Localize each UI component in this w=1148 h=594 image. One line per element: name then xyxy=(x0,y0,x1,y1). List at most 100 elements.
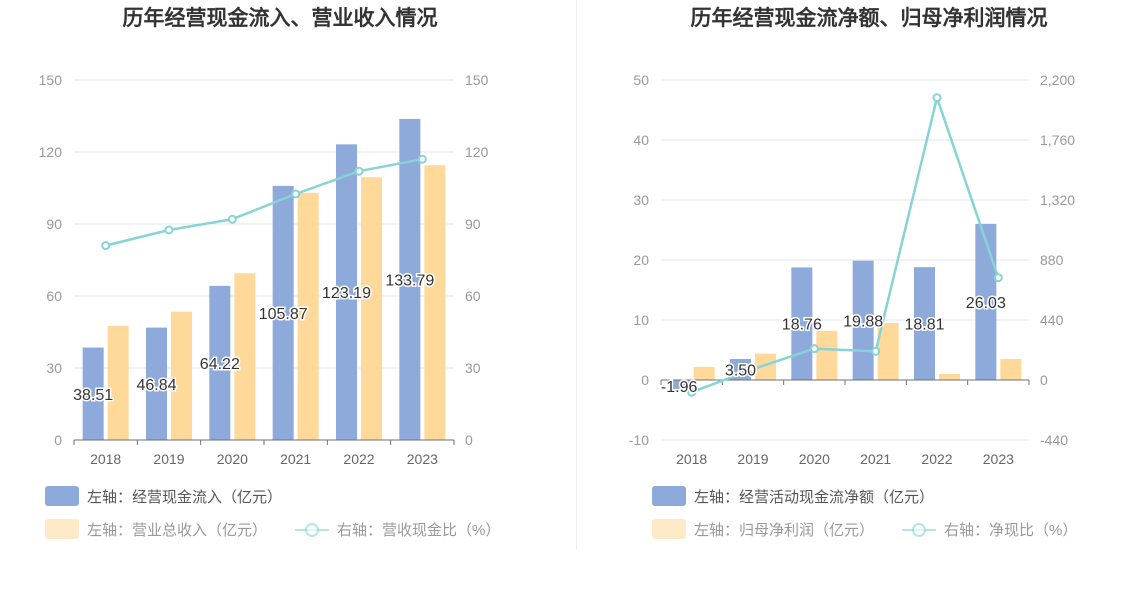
x-axis-tick-label: 2018 xyxy=(676,451,707,467)
bar-data-label: 105.87 xyxy=(259,306,308,323)
bar-data-label: 18.76 xyxy=(782,317,822,334)
line-point xyxy=(993,273,1003,283)
legend-label-primary: 左轴：经营活动现金流净额（亿元） xyxy=(694,489,934,506)
chart-net-cash-net-profit: 历年经营现金流净额、归母净利润情况 -10 0 10 20 30 40 50 -440 0 440 8… xyxy=(629,6,1077,539)
bar-data-label: 46.84 xyxy=(136,377,176,394)
panel-divider xyxy=(576,0,577,550)
line-point xyxy=(417,154,427,164)
left-axis-tick-label: 90 xyxy=(46,216,62,232)
x-axis-tick-label: 2022 xyxy=(921,451,952,467)
left-axis-tick-label: 0 xyxy=(641,372,649,388)
left-axis-tick-label: 0 xyxy=(54,432,62,448)
bar-data-label: 19.88 xyxy=(843,313,883,330)
left-axis-tick-label: 50 xyxy=(633,72,649,88)
line-point xyxy=(871,346,881,356)
right-axis-tick-label: 1,320 xyxy=(1040,192,1075,208)
line-point xyxy=(227,214,237,224)
legend-label-primary: 左轴：经营现金流入（亿元） xyxy=(87,489,282,506)
right-axis-tick-label: 440 xyxy=(1040,312,1064,328)
x-axis-tick-label: 2018 xyxy=(90,451,121,467)
bar-secondary xyxy=(297,192,319,440)
x-axis-tick-label: 2019 xyxy=(153,451,184,467)
right-axis-tick-label: 150 xyxy=(465,72,489,88)
bar-secondary xyxy=(1000,359,1022,380)
right-axis-tick-label: 120 xyxy=(465,144,489,160)
bar-data-label: 133.79 xyxy=(385,272,434,289)
bar-secondary xyxy=(107,326,129,440)
line-point xyxy=(687,387,697,397)
bar-primary xyxy=(209,285,231,440)
bar-data-label: 18.81 xyxy=(904,317,944,334)
legend-swatch-primary xyxy=(45,486,79,506)
right-axis-tick-label: 0 xyxy=(1040,372,1048,388)
left-axis-tick-label: 150 xyxy=(39,72,63,88)
bar-data-label: -1.96 xyxy=(661,379,698,396)
bar-data-label: 38.51 xyxy=(73,387,113,404)
right-axis-tick-label: 60 xyxy=(465,288,481,304)
right-axis-tick-label: 880 xyxy=(1040,252,1064,268)
legend-label-line: 右轴：净现比（%） xyxy=(944,522,1077,539)
bar-primary xyxy=(975,223,997,380)
bar-secondary xyxy=(171,311,192,440)
legend-swatch-secondary xyxy=(45,519,79,539)
x-axis-tick-label: 2021 xyxy=(860,451,891,467)
bar-primary xyxy=(82,347,104,440)
bar-primary xyxy=(914,267,935,380)
chart-panel-net-cash: 历年经营现金流净额、归母净利润情况 -10 0 10 20 30 40 50 -440 0 440 8… xyxy=(574,0,1148,589)
x-axis-tick-label: 2019 xyxy=(737,451,768,467)
legend-line-marker xyxy=(305,523,319,537)
bar-secondary xyxy=(361,177,382,440)
left-axis-tick-label: 20 xyxy=(633,252,649,268)
chart-panel-cash-inflow: 历年经营现金流入、营业收入情况 0 30 60 90 120 150 0 30 60 90 120 15… xyxy=(0,0,574,589)
chart-title: 历年经营现金流入、营业收入情况 xyxy=(123,6,438,30)
bar-data-label: 123.19 xyxy=(322,285,371,302)
bar-data-label: 3.50 xyxy=(725,363,756,380)
chart-cash-inflow-revenue: 历年经营现金流入、营业收入情况 0 30 60 90 120 150 0 30 60 90 120 15… xyxy=(39,6,500,539)
legend-label-secondary: 左轴：归母净利润（亿元） xyxy=(694,522,874,539)
bar-secondary xyxy=(693,366,715,380)
left-axis-tick-label: 60 xyxy=(46,288,62,304)
x-axis-tick-label: 2020 xyxy=(217,451,248,467)
bar-primary xyxy=(399,118,421,441)
right-axis-tick-label: -440 xyxy=(1040,432,1068,448)
left-axis-tick-label: 120 xyxy=(39,144,63,160)
bar-secondary xyxy=(877,323,899,380)
line-point xyxy=(354,166,364,176)
x-axis-tick-label: 2021 xyxy=(280,451,311,467)
line-point xyxy=(932,93,942,103)
line-point xyxy=(164,225,174,235)
right-axis-tick-label: 30 xyxy=(465,360,481,376)
line-point xyxy=(748,364,758,374)
bar-primary xyxy=(336,144,357,440)
bar-primary xyxy=(146,327,167,440)
x-axis-tick-label: 2023 xyxy=(983,451,1014,467)
bar-data-label: 26.03 xyxy=(966,295,1006,312)
line-point xyxy=(809,344,819,354)
bar-secondary xyxy=(755,353,776,380)
legend-swatch-primary xyxy=(652,486,686,506)
x-axis-tick-label: 2020 xyxy=(799,451,830,467)
series-line xyxy=(691,93,1000,394)
line-point xyxy=(291,189,301,199)
x-axis-tick-label: 2023 xyxy=(407,451,438,467)
left-axis-tick-label: 30 xyxy=(46,360,62,376)
x-axis-tick-label: 2022 xyxy=(343,451,374,467)
bar-secondary xyxy=(816,330,838,380)
right-axis-tick-label: 90 xyxy=(465,216,481,232)
left-axis-tick-label: 30 xyxy=(633,192,649,208)
legend-label-secondary: 左轴：营业总收入（亿元） xyxy=(87,522,267,539)
bar-primary xyxy=(272,185,294,440)
bar-primary xyxy=(668,380,690,392)
legend-label-line: 右轴：营收现金比（%） xyxy=(337,522,500,539)
bar-data-label: 64.22 xyxy=(200,356,240,373)
right-axis-tick-label: 0 xyxy=(465,432,473,448)
series-line xyxy=(105,157,423,247)
left-axis-tick-label: 10 xyxy=(633,312,649,328)
left-axis-tick-label: -10 xyxy=(629,432,649,448)
right-axis-tick-label: 1,760 xyxy=(1040,132,1075,148)
right-axis-tick-label: 2,200 xyxy=(1040,72,1075,88)
bar-secondary xyxy=(234,273,256,440)
bar-secondary xyxy=(939,374,960,380)
left-axis-tick-label: 40 xyxy=(633,132,649,148)
legend-line-marker xyxy=(912,523,926,537)
